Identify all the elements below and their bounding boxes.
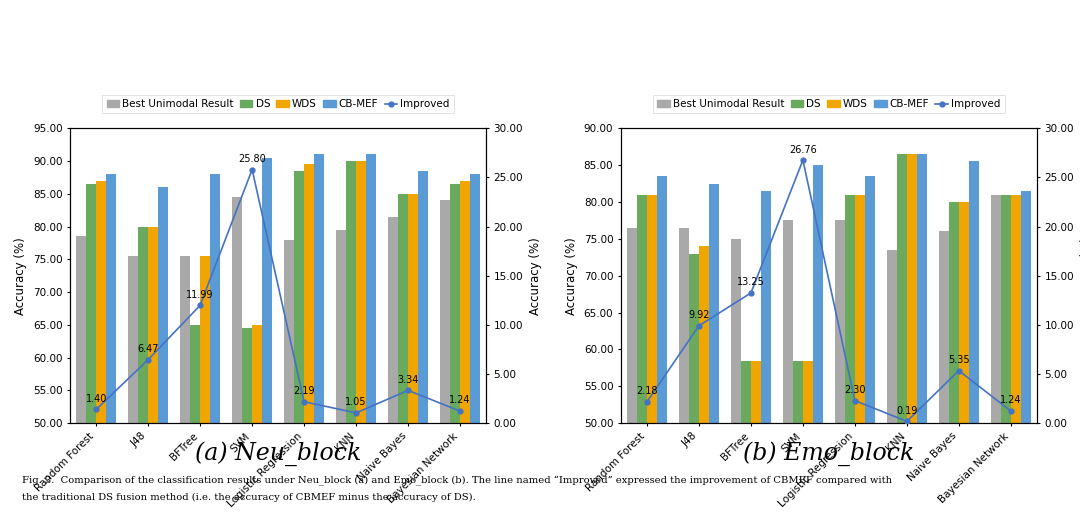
Bar — [408, 194, 418, 513]
Bar — [689, 253, 699, 513]
Text: 1.05: 1.05 — [346, 398, 367, 407]
Bar — [699, 246, 708, 513]
Bar — [887, 250, 897, 513]
Y-axis label: Accuracy (%): Accuracy (%) — [565, 237, 578, 314]
Bar — [399, 194, 408, 513]
Bar — [460, 181, 470, 513]
Bar — [897, 154, 907, 513]
Text: 1.24: 1.24 — [1000, 396, 1022, 405]
Bar — [305, 164, 314, 513]
Bar — [106, 174, 116, 513]
Text: 1.40: 1.40 — [85, 394, 107, 404]
Text: Fig. 3.  Comparison of the classification results under Neu_block (a) and Emo_bl: Fig. 3. Comparison of the classification… — [22, 476, 892, 486]
Bar — [242, 328, 252, 513]
Bar — [949, 202, 959, 513]
Text: 2.18: 2.18 — [636, 386, 658, 396]
Text: 13.25: 13.25 — [737, 278, 765, 287]
Bar — [940, 231, 949, 513]
Bar — [793, 361, 802, 513]
Bar — [731, 239, 741, 513]
Bar — [1021, 191, 1030, 513]
Bar — [1001, 194, 1011, 513]
Legend: Best Unimodal Result, DS, WDS, CB-MEF, Improved: Best Unimodal Result, DS, WDS, CB-MEF, I… — [653, 95, 1004, 113]
Bar — [210, 174, 220, 513]
Bar — [86, 184, 96, 513]
Bar — [129, 256, 138, 513]
Text: 2.30: 2.30 — [845, 385, 866, 395]
Bar — [835, 221, 845, 513]
Bar — [148, 227, 158, 513]
Bar — [708, 184, 718, 513]
Text: 6.47: 6.47 — [137, 344, 159, 354]
Bar — [917, 154, 927, 513]
Text: 25.80: 25.80 — [239, 154, 266, 164]
Bar — [657, 176, 666, 513]
Bar — [751, 361, 760, 513]
Bar — [314, 154, 324, 513]
Bar — [200, 256, 210, 513]
Bar — [845, 194, 855, 513]
Bar — [77, 236, 86, 513]
Text: the traditional DS fusion method (i.e. the accuracy of CBMEF minus the accuracy : the traditional DS fusion method (i.e. t… — [22, 492, 475, 502]
Bar — [991, 194, 1001, 513]
Y-axis label: Accuracy (%): Accuracy (%) — [529, 237, 542, 314]
Bar — [627, 228, 637, 513]
Bar — [679, 228, 689, 513]
Bar — [190, 325, 200, 513]
Bar — [441, 201, 450, 513]
Bar — [252, 325, 262, 513]
Bar — [1011, 194, 1021, 513]
Text: (b) Emo_block: (b) Emo_block — [743, 442, 915, 466]
Bar — [450, 184, 460, 513]
Legend: Best Unimodal Result, DS, WDS, CB-MEF, Improved: Best Unimodal Result, DS, WDS, CB-MEF, I… — [103, 95, 454, 113]
Bar — [855, 194, 865, 513]
Y-axis label: Accuracy (%): Accuracy (%) — [14, 237, 27, 314]
Bar — [470, 174, 480, 513]
Bar — [138, 227, 148, 513]
Bar — [637, 194, 647, 513]
Bar — [802, 361, 813, 513]
Text: 11.99: 11.99 — [187, 290, 214, 300]
Bar — [262, 158, 272, 513]
Text: 3.34: 3.34 — [397, 375, 419, 385]
Bar — [366, 154, 376, 513]
Bar — [969, 162, 978, 513]
Text: 0.19: 0.19 — [896, 406, 918, 416]
Bar — [158, 187, 167, 513]
Bar — [96, 181, 106, 513]
Bar — [760, 191, 771, 513]
Bar — [959, 202, 969, 513]
Bar — [284, 240, 294, 513]
Bar — [389, 217, 399, 513]
Text: 2.19: 2.19 — [294, 386, 315, 396]
Bar — [741, 361, 751, 513]
Bar — [347, 161, 356, 513]
Text: 5.35: 5.35 — [948, 355, 970, 365]
Bar — [647, 194, 657, 513]
Bar — [907, 154, 917, 513]
Bar — [336, 230, 347, 513]
Bar — [418, 171, 428, 513]
Bar — [294, 171, 305, 513]
Text: 9.92: 9.92 — [688, 310, 710, 320]
Bar — [232, 197, 242, 513]
Bar — [865, 176, 875, 513]
Bar — [813, 165, 823, 513]
Text: (a) Neu_block: (a) Neu_block — [194, 442, 362, 466]
Bar — [356, 161, 366, 513]
Bar — [180, 256, 190, 513]
Bar — [783, 221, 793, 513]
Text: 26.76: 26.76 — [789, 145, 816, 154]
Text: 1.24: 1.24 — [449, 396, 471, 405]
